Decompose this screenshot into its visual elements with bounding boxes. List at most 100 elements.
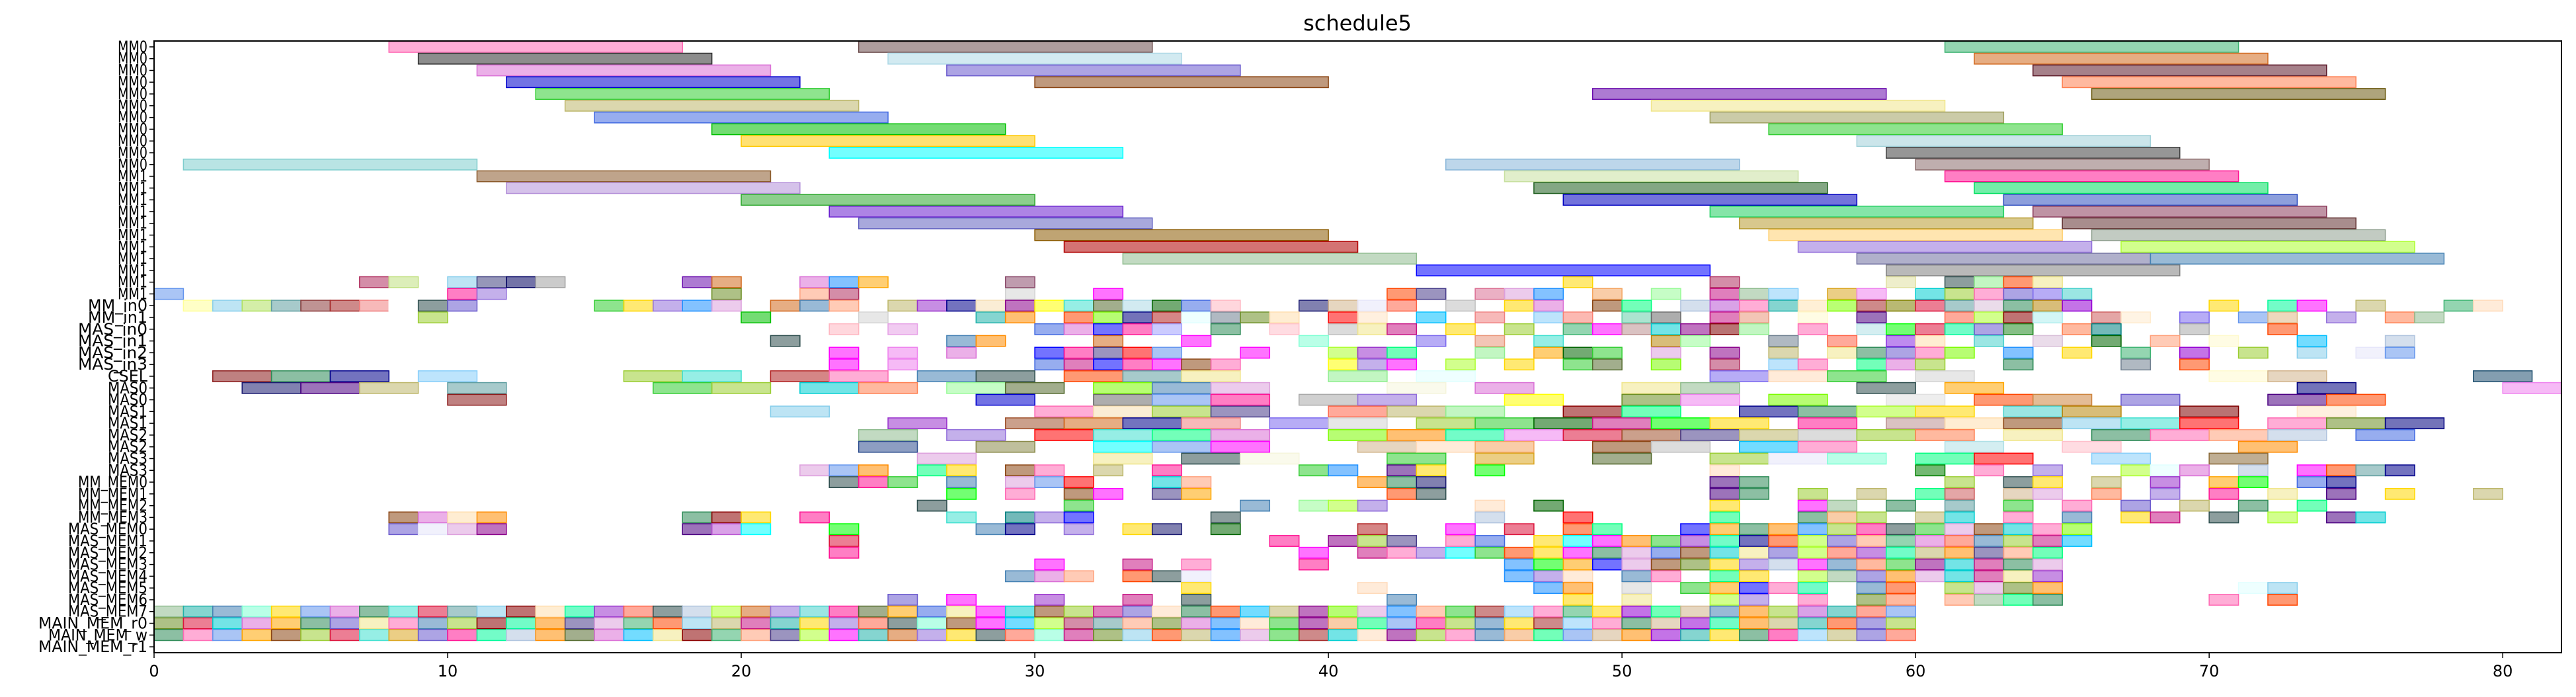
task-bar xyxy=(1357,311,1388,323)
task-bar xyxy=(1328,417,1388,430)
task-bar xyxy=(1004,629,1035,641)
task-bar xyxy=(1591,546,1623,559)
y-tick-label: MAS3 xyxy=(108,461,147,479)
y-tick-label: MAS_MEM7 xyxy=(68,602,147,621)
task-bar xyxy=(1944,323,1975,335)
task-bar xyxy=(1621,311,1652,323)
task-bar xyxy=(1797,523,1828,536)
task-bar xyxy=(564,605,595,618)
task-bar xyxy=(1445,429,1506,441)
task-bar xyxy=(1885,300,1916,312)
task-bar xyxy=(1181,300,1212,312)
task-bar xyxy=(1181,570,1212,583)
task-bar xyxy=(594,617,625,630)
task-bar xyxy=(799,511,830,524)
task-bar xyxy=(1445,523,1476,536)
task-bar xyxy=(711,523,742,536)
task-bar xyxy=(1387,300,1418,312)
task-bar xyxy=(2091,476,2122,489)
y-tick-label: MAS_in0 xyxy=(78,320,147,339)
y-tick-label: MAIN_MEM_w xyxy=(48,626,147,644)
task-bar xyxy=(1768,535,1799,547)
task-bar xyxy=(2179,311,2210,323)
task-bar xyxy=(2062,511,2093,524)
task-bar xyxy=(2267,393,2327,406)
task-bar xyxy=(1034,429,1094,441)
task-bar xyxy=(1944,570,1975,583)
y-tick-label: MM1 xyxy=(118,237,147,256)
task-bar xyxy=(2326,511,2356,524)
task-bar xyxy=(388,617,419,630)
task-bar xyxy=(2473,300,2503,312)
task-bar xyxy=(1944,382,2005,394)
task-bar xyxy=(1562,311,1593,323)
task-bar xyxy=(1856,382,1916,394)
task-bar xyxy=(1621,429,1681,441)
task-bar xyxy=(1738,429,1799,441)
task-bar xyxy=(1827,511,1858,524)
task-bar xyxy=(1210,300,1241,312)
task-bar xyxy=(2237,311,2269,323)
task-bar xyxy=(623,370,683,382)
task-bar xyxy=(1387,347,1418,359)
task-bar xyxy=(1768,629,1799,641)
task-bar xyxy=(799,605,830,618)
task-bar xyxy=(1416,464,1447,477)
task-bar xyxy=(1974,276,2005,288)
task-bar xyxy=(388,523,419,536)
task-bar xyxy=(2384,417,2445,430)
task-bar xyxy=(1063,499,1094,512)
task-bar xyxy=(1738,582,1769,594)
task-bar xyxy=(359,382,419,394)
task-bar xyxy=(1856,429,1916,441)
task-bar xyxy=(1151,570,1182,583)
task-bar xyxy=(1650,417,1711,430)
task-bar xyxy=(2003,300,2034,312)
task-bar xyxy=(417,370,478,382)
task-bar xyxy=(916,499,947,512)
task-bar xyxy=(2237,440,2298,453)
task-bar xyxy=(1328,370,1388,382)
task-bar xyxy=(2003,417,2063,430)
task-bar xyxy=(1004,487,1035,500)
task-bar xyxy=(741,617,772,630)
task-bar xyxy=(476,64,772,77)
y-tick-label: MM0 xyxy=(118,97,147,115)
y-tick-label: MM1 xyxy=(118,273,147,292)
task-bar xyxy=(682,605,713,618)
task-bar xyxy=(1298,464,1329,477)
task-bar xyxy=(1240,605,1271,618)
task-bar xyxy=(476,629,507,641)
task-bar xyxy=(1387,476,1418,489)
task-bar xyxy=(1650,570,1681,583)
task-bar xyxy=(1504,605,1535,618)
task-bar xyxy=(2003,487,2034,500)
task-bar xyxy=(1827,523,1858,536)
task-bar xyxy=(1416,370,1476,382)
task-bar xyxy=(1240,452,1300,465)
task-bar xyxy=(1591,347,1623,359)
task-bar xyxy=(329,300,360,312)
task-bar xyxy=(1709,594,1740,606)
task-bar xyxy=(2033,64,2327,77)
task-bar xyxy=(1974,300,2005,312)
task-bar xyxy=(828,206,1124,218)
task-bar xyxy=(1591,535,1623,547)
task-bar xyxy=(1562,594,1593,606)
task-bar xyxy=(1063,311,1094,323)
task-bar xyxy=(417,523,448,536)
y-tick-label: MAS_in3 xyxy=(78,355,147,374)
y-tick-label: MM0 xyxy=(118,73,147,91)
task-bar xyxy=(1944,40,2239,53)
task-bar xyxy=(1797,629,1828,641)
task-bar xyxy=(1181,358,1212,371)
task-bar xyxy=(1474,417,1535,430)
task-bar xyxy=(2003,558,2034,571)
task-bar xyxy=(799,629,830,641)
y-tick-label: MAS3 xyxy=(108,449,147,468)
task-bar xyxy=(1357,499,1388,512)
task-bar xyxy=(828,617,860,630)
task-bar xyxy=(1004,617,1035,630)
task-bar xyxy=(1856,311,1887,323)
task-bar xyxy=(2267,582,2298,594)
